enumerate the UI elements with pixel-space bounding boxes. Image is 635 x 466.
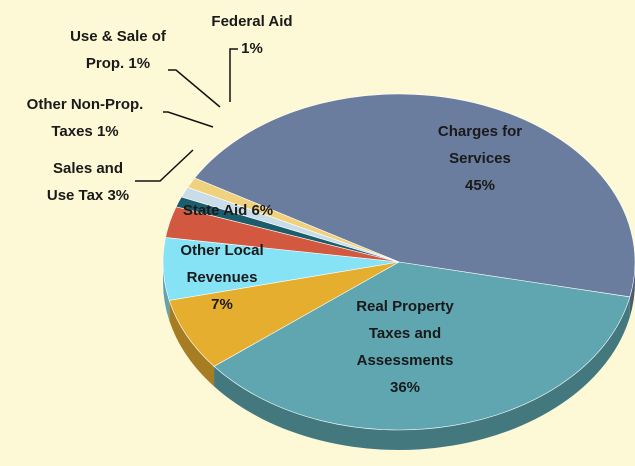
value-label: 7%	[211, 296, 233, 313]
slice-label: Use & Sale of Prop. 1%	[58, 23, 178, 77]
leader-line	[168, 69, 221, 108]
slice-label: Charges for Services 45%	[420, 118, 540, 199]
category-name: State Aid	[182, 202, 248, 219]
slice	[194, 93, 635, 298]
slice-label: Other Non-Prop. Taxes 1%	[21, 91, 149, 145]
slice-label: Other Local Revenues 7%	[167, 237, 277, 318]
slice-label: State Aid 6%	[163, 197, 293, 224]
category-name: Federal Aid	[211, 13, 293, 30]
slice	[168, 261, 400, 367]
category-name: Charges for Services	[437, 123, 523, 167]
slice-side	[163, 262, 170, 321]
slice-side	[629, 262, 635, 317]
leader-line	[229, 48, 238, 102]
value-label: 45%	[464, 177, 496, 194]
value-label: 1%	[128, 55, 151, 72]
leader-line	[135, 149, 194, 182]
category-name: Sales and Use Tax	[46, 160, 124, 204]
value-label: 36%	[389, 379, 421, 396]
leader-line	[163, 111, 214, 128]
category-name: Use & Sale of Prop.	[70, 28, 166, 72]
slice	[213, 261, 631, 431]
slice-side	[169, 300, 215, 387]
slice-side	[214, 296, 630, 450]
slice-label: Sales and Use Tax 3%	[40, 155, 136, 209]
category-name: Real Property Taxes and Assessments	[356, 298, 454, 369]
category-name: Other Non-Prop. Taxes	[26, 96, 144, 140]
slice-label: Federal Aid 1%	[202, 8, 302, 62]
value-label: 1%	[96, 123, 119, 140]
slice-label: Real Property Taxes and Assessments 36%	[340, 293, 470, 401]
category-name: Other Local Revenues	[180, 242, 264, 286]
value-label: 1%	[241, 40, 263, 57]
slice	[187, 177, 400, 263]
value-label: 6%	[251, 202, 274, 219]
value-label: 3%	[107, 187, 130, 204]
